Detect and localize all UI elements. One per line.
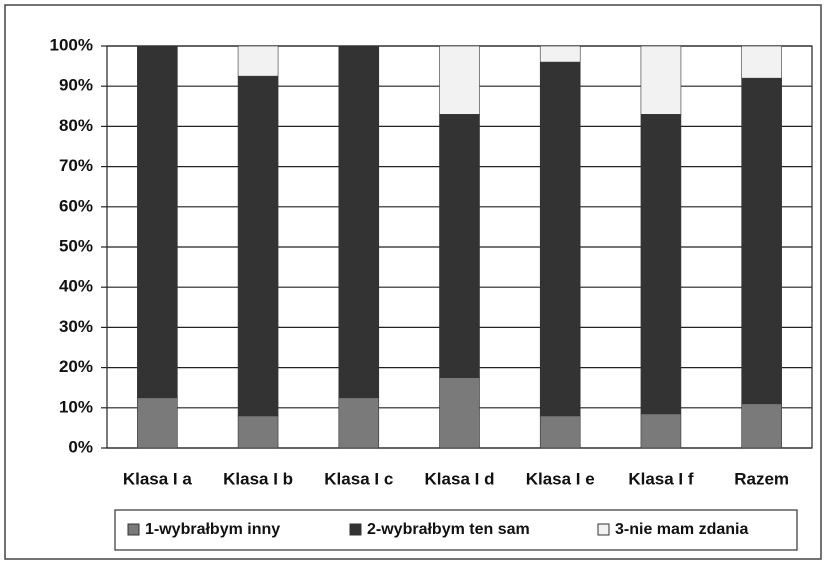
bar-segment — [741, 77, 782, 405]
y-tick-label: 50% — [59, 236, 93, 255]
y-tick-label: 60% — [59, 196, 93, 215]
bar-segment — [640, 413, 682, 449]
bar-segment — [640, 45, 682, 115]
bar-segment — [237, 415, 279, 449]
bar-segment — [237, 75, 279, 417]
y-tick-label: 0% — [68, 437, 93, 456]
y-tick-label: 100% — [50, 35, 93, 54]
bar-segment — [137, 45, 178, 399]
bar-segment — [439, 377, 480, 449]
y-tick-label: 20% — [59, 357, 93, 376]
bar-segment — [338, 397, 380, 449]
bar-segment — [439, 114, 480, 378]
y-tick-label: 80% — [59, 116, 93, 135]
y-tick-label: 10% — [59, 397, 93, 416]
x-tick-label: Klasa I c — [324, 469, 393, 488]
legend-label: 2-wybrałbym ten sam — [367, 521, 530, 538]
x-tick-label: Klasa I e — [526, 469, 595, 488]
bar-segment — [338, 45, 380, 399]
x-tick-label: Klasa I a — [123, 469, 193, 488]
bar-segment — [439, 45, 480, 115]
y-tick-label: 70% — [59, 156, 93, 175]
bar-segment — [640, 114, 682, 415]
y-tick-label: 30% — [59, 317, 93, 336]
bar-segment — [741, 403, 782, 449]
x-tick-label: Razem — [734, 469, 789, 488]
bar-segment — [137, 397, 178, 449]
x-tick-label: Klasa I d — [425, 469, 495, 488]
legend-box — [114, 509, 798, 551]
bar-segment — [539, 61, 581, 417]
y-tick-label: 90% — [59, 76, 93, 95]
legend-label: 3-nie mam zdania — [615, 521, 748, 538]
x-tick-label: Klasa I f — [628, 469, 694, 488]
legend-swatch — [349, 523, 362, 536]
bar-segment — [539, 415, 581, 449]
bar-segment — [237, 45, 279, 77]
x-tick-label: Klasa I b — [223, 469, 293, 488]
y-tick-label: 40% — [59, 277, 93, 296]
legend-swatch — [597, 523, 610, 536]
legend-swatch — [127, 523, 140, 536]
bar-segment — [741, 45, 782, 79]
legend-label: 1-wybrałbym inny — [145, 521, 280, 538]
bar-segment — [539, 45, 581, 63]
